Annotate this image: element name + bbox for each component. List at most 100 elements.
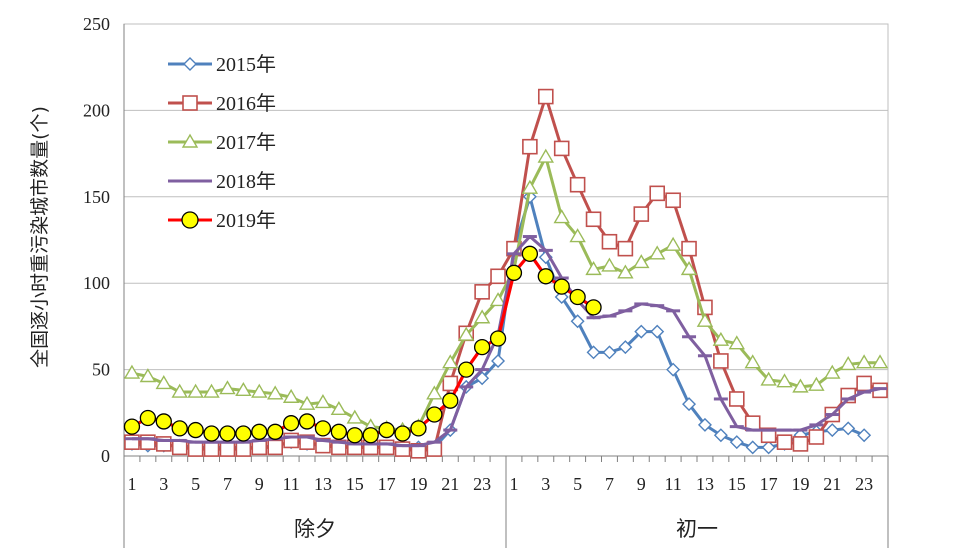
series-2015-point [602, 345, 617, 360]
series-2016-point [633, 206, 650, 222]
series-2017-point [346, 409, 364, 424]
series-2015-point [841, 421, 856, 436]
series-2016-point [808, 429, 825, 445]
series-2016-point [665, 192, 681, 209]
series-2015-point [491, 353, 506, 368]
series-2019-point [585, 299, 602, 316]
series-2017-point [553, 209, 570, 224]
series-2017-point [155, 375, 173, 390]
series-2015-point [570, 314, 585, 329]
axes [123, 24, 889, 548]
series-2015-point [697, 417, 712, 432]
series-2017-point [489, 292, 507, 307]
series-2017-point [426, 385, 443, 400]
legend-item-2015-marker [183, 57, 197, 71]
series-2019-point [203, 425, 220, 442]
series-2017-point [617, 264, 634, 279]
series-2016-point [856, 375, 872, 392]
legend-item-2018-label: 2018年 [216, 170, 276, 193]
series-2017-point [457, 326, 475, 341]
series-2017-point [442, 354, 459, 369]
series-2017-point [712, 331, 730, 346]
series-2016-point [569, 176, 586, 193]
series-2017-point [855, 354, 873, 369]
x-tick-labels: 1 3 5 7 9 11 13 15 17 19 21 23 1 3 5 7 9 11 13 15 17 19 21 23 [127, 474, 873, 494]
series-2015-point [682, 397, 697, 412]
series-2016-point [203, 441, 220, 457]
x-tick-label: 5 [191, 474, 200, 494]
x-tick-label: 21 [823, 474, 841, 494]
series-2017-point [744, 354, 761, 369]
series-2017-point [871, 354, 889, 369]
x-group-label: 除夕 [294, 517, 336, 541]
series-2015-point [475, 371, 490, 386]
legend-item-2017-marker [181, 133, 199, 148]
x-tick-label: 17 [760, 474, 778, 494]
x-tick-label: 5 [573, 474, 582, 494]
series-2017-point [123, 364, 141, 379]
series-2017-point [266, 385, 284, 400]
series-2019-point [553, 278, 570, 295]
series-2019 [123, 245, 602, 444]
legend-item-2019: 2019年 [168, 209, 276, 232]
legend-item-2016-label: 2016年 [216, 92, 276, 115]
series-2016-point [235, 441, 252, 457]
series-2016-point [474, 284, 490, 300]
y-tick-label: 200 [83, 100, 110, 120]
series-2017-point [187, 383, 204, 398]
series-2019-point [521, 245, 539, 262]
x-tick-label: 21 [441, 474, 459, 494]
y-tick-label: 250 [83, 14, 110, 34]
series-2019-point [187, 421, 204, 439]
series-2016-point [219, 441, 236, 457]
series-2017-point [298, 395, 316, 410]
series-2017-point [824, 364, 841, 379]
series-2019-point [251, 423, 268, 440]
legend-item-2016-marker [182, 95, 198, 111]
x-tick-label: 3 [541, 474, 550, 494]
series-2016-point [617, 240, 634, 257]
x-tick-label: 9 [637, 474, 646, 494]
series-2019-point [569, 288, 586, 306]
series-2017-point [171, 383, 188, 398]
legend-item-2019-marker [181, 211, 199, 229]
series-2015-line [131, 195, 865, 449]
series-2017-point [633, 254, 650, 269]
series-2019-point [458, 361, 475, 378]
x-tick-label: 23 [473, 474, 491, 494]
series-layer [123, 88, 889, 459]
y-axis-label: 全国逐小时重污染城市数量(个) [29, 106, 51, 368]
series-2016-point [713, 353, 729, 369]
series-2018 [124, 235, 888, 448]
series-2017-point [601, 257, 618, 272]
series-2017-point [680, 260, 698, 276]
series-2017-point [792, 378, 809, 393]
series-2019-point [537, 268, 554, 285]
legend-item-2019-label: 2019年 [216, 209, 276, 232]
series-2019-point [314, 420, 332, 437]
series-2019-point [171, 420, 188, 437]
legend-item-2018: 2018年 [168, 170, 276, 193]
series-2016-point [649, 185, 666, 202]
series-2019-point [155, 413, 172, 430]
series-2016-point [442, 375, 459, 392]
legend-item-2017-label: 2017年 [216, 131, 276, 154]
series-2019-point [426, 406, 443, 423]
y-tick-label: 100 [83, 273, 110, 293]
x-tick-label: 7 [605, 474, 614, 494]
x-tick-label: 11 [664, 474, 681, 494]
series-2015-point [634, 324, 649, 339]
series-2016-point [490, 268, 506, 285]
series-2015-point [618, 340, 633, 355]
series-2019-point [330, 423, 348, 440]
series-2016-point [776, 434, 793, 450]
series-2019-point [410, 420, 427, 437]
series-2019-point [394, 425, 411, 442]
series-2017-point [776, 373, 793, 388]
series-2016-point [537, 88, 554, 105]
x-tick-label: 15 [346, 474, 364, 494]
series-2017-point [139, 368, 157, 383]
x-group-labels: 除夕 初一 [294, 517, 718, 541]
series-2017-point [473, 309, 491, 324]
series-2017-point [664, 236, 682, 251]
